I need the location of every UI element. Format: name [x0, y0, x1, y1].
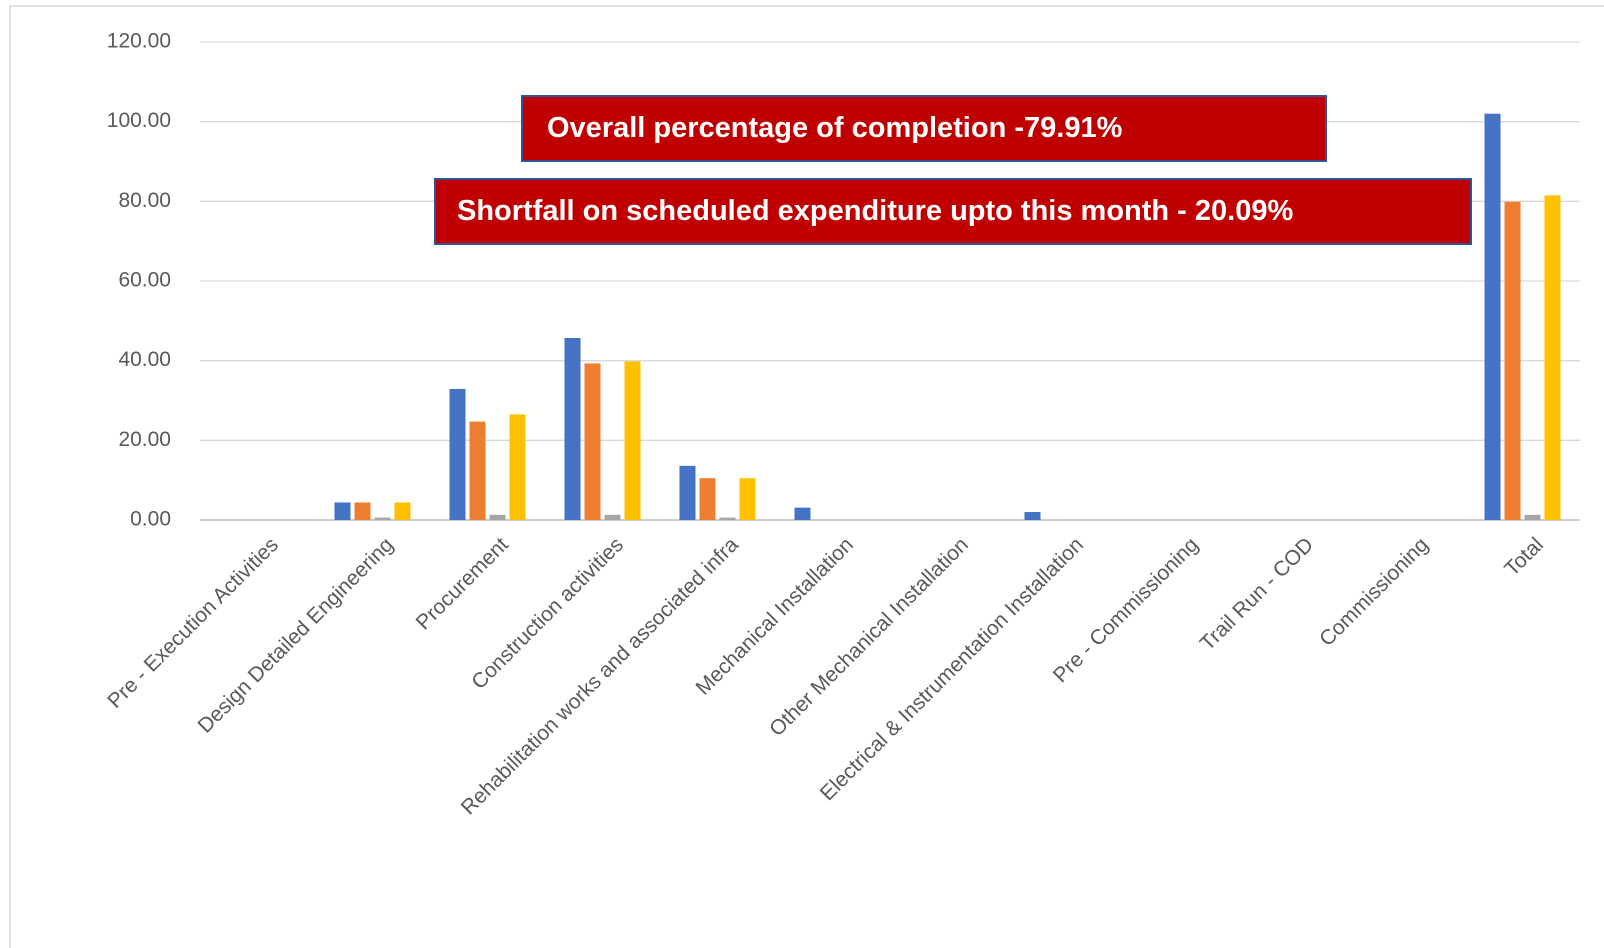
bar	[354, 502, 371, 520]
bar	[469, 421, 486, 520]
bar	[489, 514, 506, 520]
bar	[719, 517, 736, 520]
x-tick-label: Design Detailed Engineering	[193, 533, 397, 737]
y-tick-label: 80.00	[118, 189, 171, 212]
y-tick-label: 20.00	[118, 428, 171, 451]
y-tick-label: 120.00	[107, 30, 171, 53]
bar	[699, 478, 716, 520]
bar	[449, 388, 466, 520]
bar	[374, 517, 391, 520]
annotation-text: Shortfall on scheduled expenditure upto …	[457, 195, 1293, 227]
chart-border	[9, 5, 1604, 948]
bar	[624, 361, 641, 520]
bar	[604, 514, 621, 520]
y-tick-label: 40.00	[118, 348, 171, 371]
bar	[1504, 201, 1521, 520]
annotation-box	[521, 95, 1327, 162]
x-tick-label: Procurement	[412, 533, 513, 634]
y-tick-label: 100.00	[107, 109, 171, 132]
bar	[739, 478, 756, 520]
y-tick-label: 0.00	[130, 508, 171, 531]
x-tick-label: Total	[1500, 533, 1548, 581]
annotation-text: Overall percentage of completion -79.91%	[547, 112, 1123, 144]
x-tick-label: Electrical & Instrumentation Installatio…	[816, 533, 1088, 805]
bar	[394, 502, 411, 520]
bar	[1524, 514, 1541, 520]
x-tick-label: Trail Run - COD	[1196, 533, 1318, 655]
bar	[679, 465, 696, 520]
bar	[334, 502, 351, 520]
bar	[564, 337, 581, 520]
bar	[1544, 195, 1561, 520]
annotation-box	[434, 178, 1472, 245]
bar	[1484, 113, 1501, 520]
x-tick-label: Commissioning	[1315, 533, 1433, 651]
x-tick-label: Other Mechanical Installation	[765, 533, 973, 741]
bar	[794, 507, 811, 520]
y-tick-label: 60.00	[118, 269, 171, 292]
bar	[584, 363, 601, 520]
bar	[509, 414, 526, 520]
bar	[1024, 512, 1041, 520]
